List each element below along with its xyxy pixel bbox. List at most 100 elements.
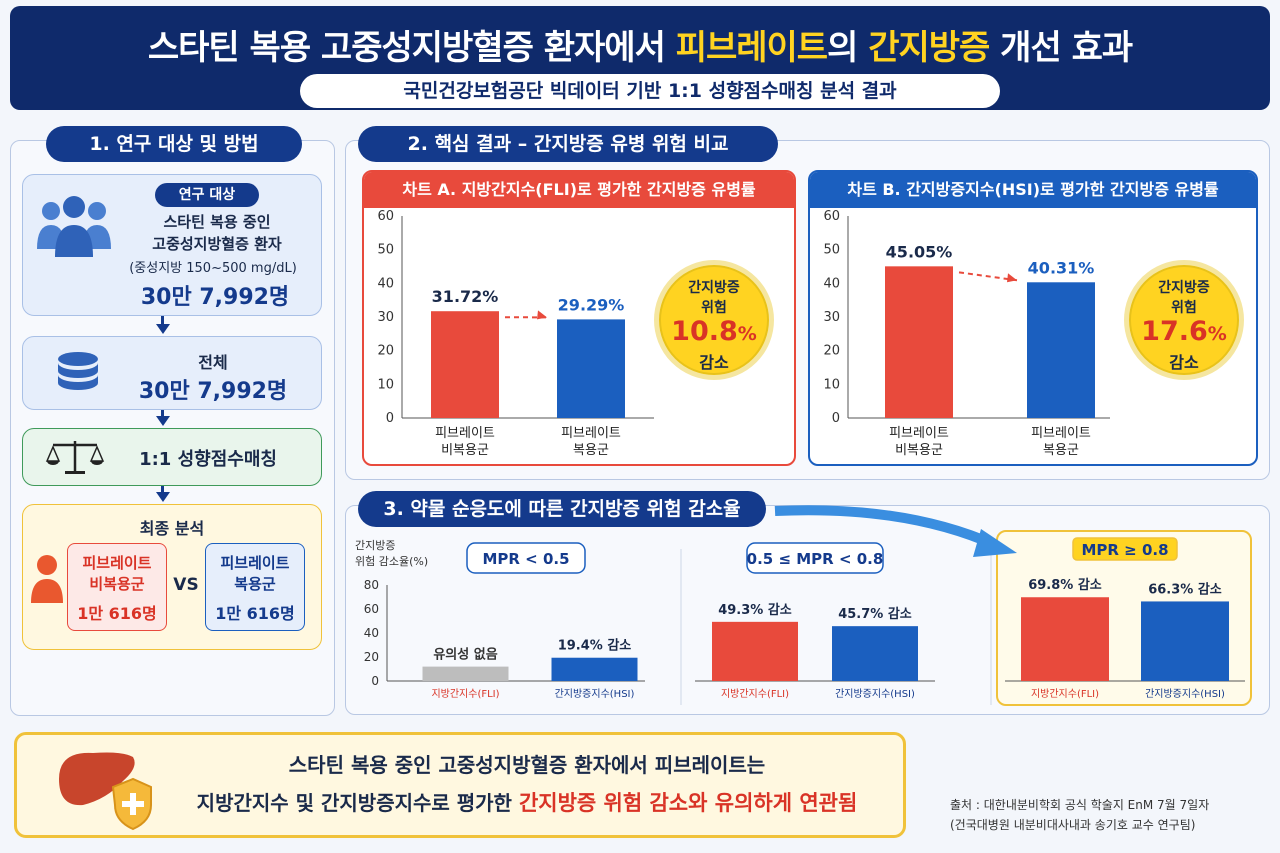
chart-adherence-ytick: 80 (364, 578, 379, 592)
chart-adherence-data-label: 유의성 없음 (433, 647, 497, 663)
chart-a: 유병률(%)010203040506031.72%피브레이트비복용군29.29%… (377, 209, 654, 458)
group-user-line1: 피브레이트 (220, 554, 290, 572)
chart-b-data-label: 45.05% (886, 242, 953, 261)
chart-adherence-category-label: 지방간지수(FLI) (721, 688, 789, 700)
conclusion-highlight: 간지방증 위험 감소와 유의하게 연관됨 (518, 791, 858, 815)
subject-line1: 스타틴 복용 중인 (163, 213, 271, 231)
person-icon (31, 555, 63, 603)
chart-adherence-ytick: 0 (371, 674, 379, 688)
badge-b-value: 17.6 (1141, 316, 1208, 347)
group-non-user-line2: 비복용군 (89, 575, 145, 593)
group-user-line2: 복용군 (234, 575, 276, 593)
chart-a-ytick: 0 (386, 411, 394, 426)
chart-a-trend-arrowhead (537, 310, 547, 320)
badge-a-pct: % (737, 323, 757, 345)
chart-adherence-emphasis-arrowhead (973, 529, 1017, 557)
chart-b-card: 차트 B. 간지방증지수(HSI)로 평가한 간지방증 유병률 유병률(%)01… (808, 170, 1258, 466)
chart-a-title: 차트 A. 지방간지수(FLI)로 평가한 간지방증 유병률 (364, 172, 794, 208)
badge-a-line1: 간지방증 (688, 280, 740, 296)
chart-adherence-bar (832, 626, 918, 681)
chart-adherence-group-title: MPR ≥ 0.8 (1081, 541, 1168, 559)
chart-adherence-ylabel: 위험 감소율(%) (355, 555, 428, 568)
liver-shield-icon (59, 752, 152, 831)
chart-b: 유병률(%)010203040506045.05%피브레이트비복용군40.31%… (823, 209, 1110, 458)
group-non-user-count: 1만 616명 (77, 604, 157, 623)
chart-a-ytick: 60 (377, 209, 394, 224)
chart-adherence-data-label: 19.4% 감소 (558, 639, 632, 654)
badge-b-pct: % (1207, 323, 1227, 345)
chart-adherence-category-label: 간지방증지수(HSI) (555, 688, 635, 700)
chart-b-ytick: 60 (823, 209, 840, 224)
chart-a-category-label: 비복용군 (441, 443, 489, 458)
flow-arrow (156, 416, 170, 426)
conclusion-line1: 스타틴 복용 중인 고중성지방혈증 환자에서 피브레이트는 (288, 753, 766, 777)
chart-b-badge: 간지방증 위험 17.6% 감소 (1124, 260, 1244, 380)
chart-a-data-label: 29.29% (558, 295, 625, 314)
chart-adherence-bar (422, 666, 509, 681)
chart-adherence-category-label: 지방간지수(FLI) (431, 688, 499, 700)
chart-adherence-ylabel: 간지방증 (355, 539, 395, 552)
chart-a-category-label: 복용군 (573, 443, 609, 458)
flow-arrow-stem (161, 486, 164, 494)
conclusion-line2: 지방간지수 및 간지방증지수로 평가한 (196, 791, 519, 815)
chart-b-bar (1027, 282, 1095, 418)
chart-adherence-data-label: 69.8% 감소 (1028, 578, 1102, 593)
subject-tag: 연구 대상 (155, 183, 259, 207)
chart-b-bar (885, 266, 953, 418)
chart-adherence-group-box (466, 542, 586, 574)
chart-adherence-ytick: 20 (364, 650, 379, 664)
chart-a-ytick: 20 (377, 344, 394, 359)
flow-arrow-stem (161, 410, 164, 418)
header-banner: 스타틴 복용 고중성지방혈증 환자에서 피브레이트의 간지방증 개선 효과 국민… (10, 6, 1270, 110)
subject-box: 연구 대상 스타틴 복용 중인 고중성지방혈증 환자 (중성지방 150~500… (22, 174, 322, 316)
chart-b-ytick: 40 (823, 276, 840, 291)
page-subtitle: 국민건강보험공단 빅데이터 기반 1:1 성향점수매칭 분석 결과 (300, 74, 1000, 108)
chart-b-ytick: 30 (823, 310, 840, 325)
source-line2: (건국대병원 내분비대사내과 송기호 교수 연구팀) (950, 818, 1196, 832)
chart-a-category-label: 피브레이트 (435, 426, 495, 441)
final-analysis-box: 최종 분석 피브레이트 비복용군 1만 616명 VS 피브레이트 복용군 1만… (22, 504, 322, 650)
subject-line2: 고중성지방혈증 환자 (152, 235, 282, 253)
chart-b-data-label: 40.31% (1028, 258, 1095, 277)
page-title: 스타틴 복용 고중성지방혈증 환자에서 피브레이트의 간지방증 개선 효과 (147, 28, 1133, 68)
chart-adherence-bar (1021, 597, 1109, 681)
chart-b-ytick: 10 (823, 377, 840, 392)
chart-b-ytick: 20 (823, 344, 840, 359)
chart-a-badge: 간지방증 위험 10.8% 감소 (654, 260, 774, 380)
vs-label: VS (173, 575, 199, 595)
group-user: 피브레이트 복용군 1만 616명 (205, 543, 305, 631)
chart-adherence-group-title: MPR < 0.5 (482, 550, 569, 568)
chart-a-category-label: 피브레이트 (561, 426, 621, 441)
people-icon (37, 196, 111, 257)
chart-a-card: 차트 A. 지방간지수(FLI)로 평가한 간지방증 유병률 유병률(%)010… (362, 170, 796, 466)
section2-heading: 2. 핵심 결과 – 간지방증 유병 위험 비교 (358, 126, 778, 162)
chart-adherence-group-title: 0.5 ≤ MPR < 0.8 (747, 550, 884, 568)
chart-b-category-label: 피브레이트 (889, 426, 949, 441)
chart-adherence-emphasis-arrow (774, 505, 998, 550)
subject-line3: (중성지방 150~500 mg/dL) (129, 261, 297, 276)
chart-adherence-category-label: 간지방증지수(HSI) (835, 688, 915, 700)
scale-icon (45, 441, 105, 474)
database-icon (58, 352, 98, 390)
final-label: 최종 분석 (139, 519, 205, 538)
chart-a-ytick: 50 (377, 243, 394, 258)
badge-b-line2: 위험 (1171, 300, 1197, 316)
chart-a-ytick: 10 (377, 377, 394, 392)
group-user-count: 1만 616명 (215, 604, 295, 623)
chart-adherence-group-box (1072, 537, 1178, 561)
chart-adherence-data-label: 45.7% 감소 (838, 607, 912, 622)
total-count: 30만 7,992명 (138, 379, 288, 404)
chart-adherence-bar (1141, 601, 1229, 681)
chart-adherence-ytick: 40 (364, 626, 379, 640)
badge-a-line3: 감소 (699, 353, 729, 372)
subject-count: 30만 7,992명 (140, 285, 290, 310)
matching-box: 1:1 성향점수매칭 (22, 428, 322, 486)
chart-b-trend-arrowhead (1007, 273, 1017, 283)
badge-b-line3: 감소 (1169, 353, 1199, 372)
badge-a-line2: 위험 (701, 300, 727, 316)
flow-arrow-stem (161, 316, 164, 326)
group-non-user: 피브레이트 비복용군 1만 616명 (67, 543, 167, 631)
chart-a-bar (557, 319, 625, 418)
badge-b-line1: 간지방증 (1158, 280, 1210, 296)
